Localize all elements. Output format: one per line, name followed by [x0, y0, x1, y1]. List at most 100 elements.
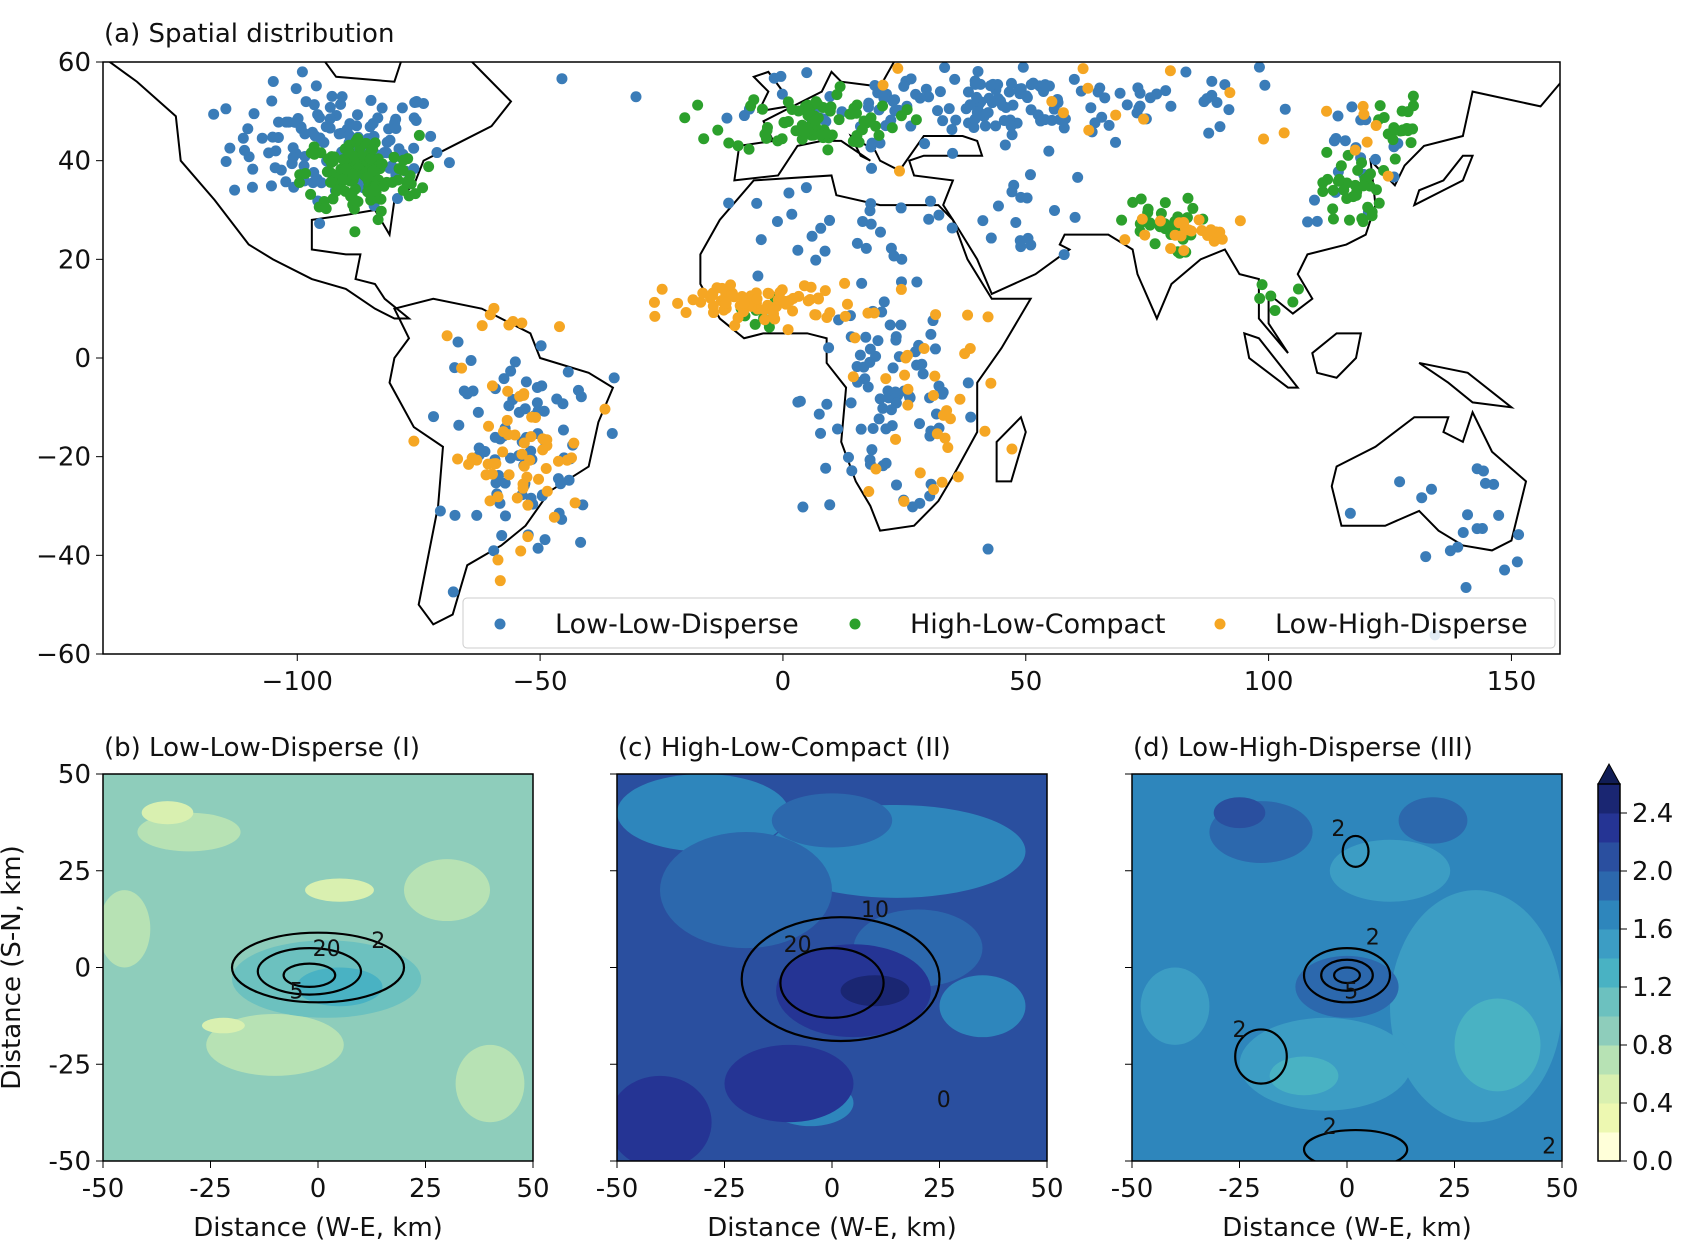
point-low-low-disperse [721, 112, 733, 124]
point-low-high-disperse [1164, 65, 1176, 77]
x-tick-label: 50 [1545, 1174, 1578, 1204]
point-low-high-disperse [782, 324, 794, 336]
point-low-low-disperse [933, 209, 945, 221]
point-low-high-disperse [985, 377, 997, 389]
point-low-high-disperse [982, 311, 994, 323]
point-low-low-disperse [934, 86, 946, 98]
contour-level [840, 975, 910, 1007]
point-low-low-disperse [962, 377, 974, 389]
point-low-low-disperse [344, 118, 356, 130]
point-low-low-disperse [885, 242, 897, 254]
point-low-high-disperse [503, 469, 515, 481]
point-low-low-disperse [905, 73, 917, 85]
point-low-low-disperse [372, 112, 384, 124]
contour-line [1320, 958, 1374, 992]
point-low-low-disperse [863, 97, 875, 109]
point-low-low-disperse [776, 88, 788, 100]
point-low-high-disperse [787, 305, 799, 317]
point-low-low-disperse [365, 94, 377, 106]
point-low-high-disperse [502, 385, 514, 397]
point-low-high-disperse [501, 414, 513, 426]
point-low-high-disperse [1357, 100, 1369, 112]
point-low-low-disperse [1160, 85, 1172, 97]
point-low-high-disperse [540, 462, 552, 474]
point-low-high-disperse [1205, 224, 1217, 236]
point-high-low-compact [1347, 191, 1359, 203]
point-low-low-disperse [503, 400, 515, 412]
point-low-low-disperse [267, 76, 279, 88]
point-high-low-compact [325, 176, 337, 188]
point-low-high-disperse [484, 495, 496, 507]
point-low-low-disperse [815, 222, 827, 234]
point-high-low-compact [1349, 179, 1361, 191]
point-low-high-disperse [1321, 105, 1333, 117]
point-high-low-compact [1327, 203, 1339, 215]
y-tick-label: 60 [58, 48, 91, 78]
point-low-low-disperse [1302, 216, 1314, 228]
point-low-high-disperse [952, 471, 964, 483]
colorbar-segment [1598, 929, 1620, 959]
contour-level [404, 859, 490, 922]
point-low-low-disperse [751, 197, 763, 209]
point-low-high-disperse [482, 458, 494, 470]
point-low-high-disperse [877, 79, 889, 91]
point-high-low-compact [1357, 180, 1369, 192]
point-high-low-compact [372, 214, 384, 226]
point-high-low-compact [1387, 134, 1399, 146]
point-low-high-disperse [863, 486, 875, 498]
point-high-low-compact [397, 154, 409, 166]
point-low-high-disperse [1154, 215, 1166, 227]
point-low-low-disperse [920, 83, 932, 95]
point-low-high-disperse [802, 295, 814, 307]
point-low-low-disperse [557, 424, 569, 436]
point-low-high-disperse [569, 497, 581, 509]
point-low-low-disperse [1132, 82, 1144, 94]
point-low-high-disperse [1358, 108, 1370, 120]
point-low-high-disperse [941, 405, 953, 417]
point-low-low-disperse [1058, 122, 1070, 134]
point-high-low-compact [413, 129, 425, 141]
point-low-low-disperse [895, 276, 907, 288]
point-low-low-disperse [865, 141, 877, 153]
point-low-low-disperse [872, 87, 884, 99]
contour-level [724, 1044, 854, 1123]
point-low-high-disperse [441, 330, 453, 342]
point-low-low-disperse [425, 130, 437, 142]
x-tick-label: 25 [409, 1174, 442, 1204]
point-low-low-disperse [815, 427, 827, 439]
point-low-low-disperse [874, 393, 886, 405]
point-high-low-compact [1321, 146, 1333, 158]
point-low-low-disperse [858, 361, 870, 373]
point-low-low-disperse [606, 428, 618, 440]
point-low-high-disperse [649, 310, 661, 322]
point-low-low-disperse [878, 296, 890, 308]
point-high-low-compact [873, 129, 885, 141]
point-low-low-disperse [208, 108, 220, 120]
point-low-high-disperse [775, 294, 787, 306]
point-high-low-compact [375, 205, 387, 217]
point-high-low-compact [1269, 304, 1281, 316]
point-low-low-disperse [428, 411, 440, 423]
contour-level [305, 878, 374, 902]
point-low-low-disperse [846, 465, 858, 477]
coastline-japan [1412, 154, 1475, 208]
point-low-low-disperse [806, 230, 818, 242]
point-low-low-disperse [914, 92, 926, 104]
x-tick-label: 100 [1244, 667, 1294, 697]
point-high-low-compact [367, 143, 379, 155]
point-low-high-disperse [568, 437, 580, 449]
point-high-low-compact [378, 180, 390, 192]
point-low-low-disperse [384, 134, 396, 146]
point-high-low-compact [822, 144, 834, 156]
point-low-high-disperse [728, 291, 740, 303]
point-low-low-disperse [1513, 529, 1525, 541]
point-high-low-compact [1182, 192, 1194, 204]
point-low-high-disperse [936, 476, 948, 488]
point-low-high-disperse [494, 575, 506, 587]
point-low-low-disperse [1460, 582, 1472, 594]
point-high-low-compact [349, 226, 361, 238]
contour-line [1341, 834, 1370, 868]
point-low-low-disperse [443, 157, 455, 169]
point-low-low-disperse [608, 372, 620, 384]
point-low-low-disperse [877, 402, 889, 414]
